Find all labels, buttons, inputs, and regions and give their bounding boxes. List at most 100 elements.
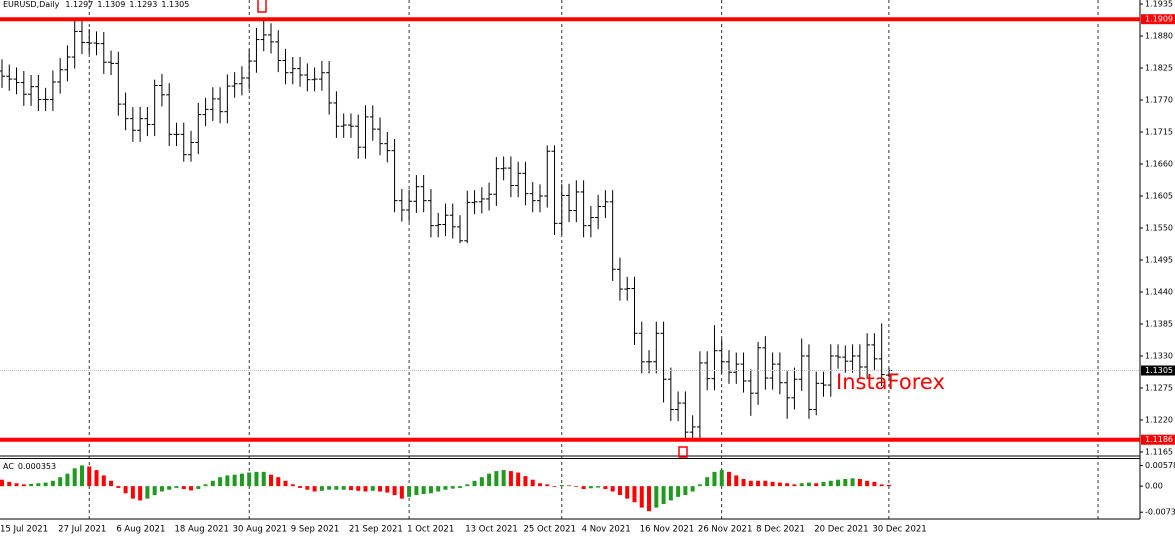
ac-bar (748, 480, 753, 487)
x-tick-label: 20 Dec 2021 (814, 525, 868, 535)
ac-bar (123, 486, 128, 494)
ac-bar (152, 486, 157, 496)
y-tick-label: 1.1165 (1145, 447, 1173, 456)
horizontal-line-box (1141, 434, 1175, 445)
ac-bar (865, 480, 870, 487)
ac-bar (632, 486, 637, 503)
ac-bar (712, 471, 717, 487)
symbol: EURUSD,Daily (3, 0, 60, 9)
ac-bar (828, 480, 833, 487)
ac-bar (218, 477, 223, 487)
y-tick-label: 1.1935 (1145, 0, 1173, 9)
ac-bar (356, 486, 361, 491)
ac-bar (697, 484, 702, 487)
y-tick-label: 1.1770 (1145, 96, 1173, 105)
ac-bar (676, 486, 681, 497)
ac-bar (770, 481, 775, 487)
ac-bar (334, 486, 339, 490)
y-tick-label: 1.1330 (1145, 351, 1173, 360)
x-tick-label: 26 Nov 2021 (698, 525, 752, 535)
ac-bar (414, 486, 419, 496)
ac-bar (319, 486, 324, 491)
ac-bar (603, 486, 608, 489)
ac-bar (719, 470, 724, 487)
ac-bar (50, 480, 55, 487)
ac-bar (283, 480, 288, 487)
ac-bar (763, 480, 768, 487)
ac-bar (0, 479, 4, 487)
last-close: 1.1305 (161, 0, 189, 9)
ac-bar (261, 471, 266, 487)
y-tick-label: 1.1880 (1145, 32, 1173, 41)
ac-bar (7, 481, 12, 487)
ac-bar (610, 486, 615, 492)
ac-bar (821, 481, 826, 487)
ac-bar (341, 486, 346, 490)
ac-bar (850, 478, 855, 487)
ac-bar (109, 480, 114, 487)
ac-bar (21, 484, 26, 487)
ac-bar (465, 484, 470, 487)
ac-bar (559, 485, 564, 487)
ac-bar (537, 483, 542, 487)
ac-bar (276, 477, 281, 487)
x-tick-label: 21 Sep 2021 (349, 525, 403, 535)
ac-bar (494, 471, 499, 487)
y-tick-label: -0.00730 (1145, 508, 1175, 517)
ac-bar (145, 486, 150, 499)
ac-bar (552, 486, 557, 487)
ac-bar (290, 484, 295, 487)
ac-bar (436, 486, 441, 492)
ac-bar (138, 486, 143, 501)
ac-bar (567, 485, 572, 487)
ac-bar (443, 486, 448, 490)
y-tick-label: 1.1550 (1145, 224, 1173, 233)
ac-bar (785, 483, 790, 487)
x-tick-label: 30 Aug 2021 (233, 525, 287, 535)
ac-bar (668, 486, 673, 501)
ac-bar (690, 486, 695, 492)
ac-bar (232, 474, 237, 487)
y-tick-label: 1.1825 (1145, 64, 1173, 73)
horizontal-line-label: 1.1186 (1145, 435, 1173, 444)
x-tick-label: 6 Aug 2021 (116, 525, 165, 535)
ac-bar (101, 475, 106, 487)
ac-bar (348, 486, 353, 491)
ac-bar (756, 480, 761, 487)
ac-bar (94, 470, 99, 487)
ac-bar (450, 486, 455, 489)
ac-bar (588, 486, 593, 489)
y-tick-label: 1.1605 (1145, 192, 1173, 201)
ac-bar (239, 473, 244, 487)
ac-bar (87, 466, 92, 487)
ac-bar (857, 479, 862, 487)
ac-bar (741, 479, 746, 487)
ac-bar (654, 486, 659, 508)
ac-bar (268, 474, 273, 487)
ac-bar (247, 472, 252, 487)
ac-bar (298, 486, 303, 488)
ac-bar (58, 477, 63, 487)
ac-bar (14, 483, 19, 487)
x-tick-label: 9 Sep 2021 (291, 525, 339, 535)
watermark: InstaForex (836, 370, 945, 394)
ac-bar (872, 481, 877, 487)
ac-bar (385, 486, 390, 493)
x-tick-label: 4 Nov 2021 (582, 525, 631, 535)
indicator-title: AC 0.000353 (3, 462, 56, 471)
ac-bar (836, 479, 841, 487)
ac-bar (581, 486, 586, 489)
ac-bar (727, 471, 731, 487)
ac-bar (407, 486, 412, 497)
x-tick-label: 8 Dec 2021 (756, 525, 805, 535)
ac-bar (806, 482, 811, 487)
ac-bar (36, 483, 41, 487)
current-price-box (1141, 365, 1175, 376)
last-open: 1.1297 (65, 0, 93, 9)
ac-bar (196, 486, 201, 489)
ac-bar (625, 486, 630, 499)
ac-bar (530, 479, 535, 487)
ac-bar (734, 475, 739, 487)
y-tick-label: 1.1440 (1145, 287, 1173, 296)
